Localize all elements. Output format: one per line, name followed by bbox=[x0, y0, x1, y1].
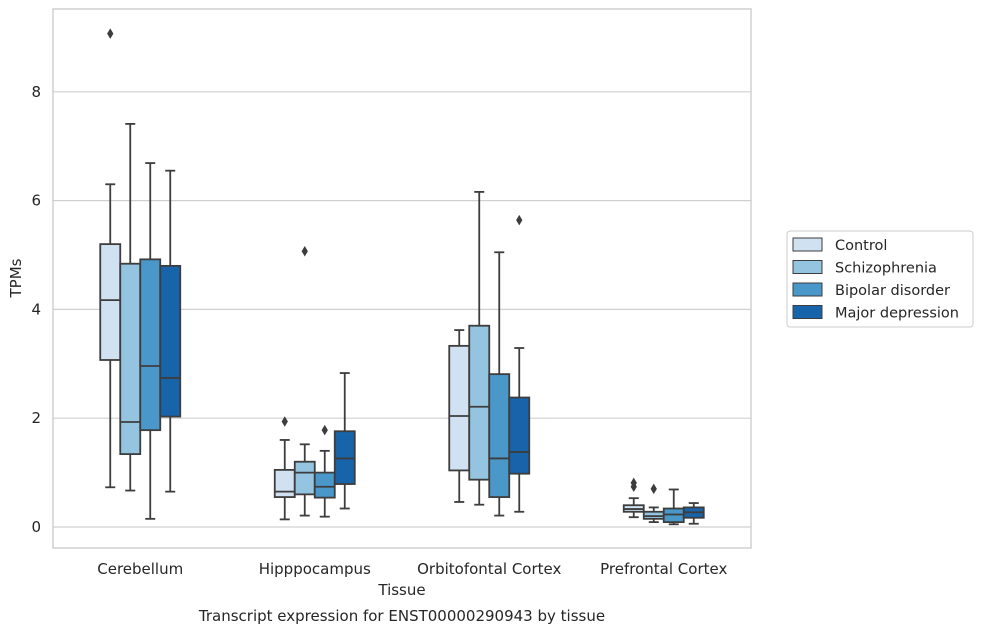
legend-swatch bbox=[792, 305, 823, 319]
box bbox=[159, 264, 182, 418]
x-tick-label: Hipppocampus bbox=[259, 560, 371, 578]
legend-swatch bbox=[792, 260, 823, 274]
y-tick-label: 4 bbox=[31, 300, 41, 318]
series-schizophrenia bbox=[119, 122, 665, 524]
legend-items: Control Schizophrenia Bipolar disorder Majo… bbox=[792, 237, 959, 322]
plot-frame bbox=[52, 8, 752, 549]
chart-caption: Transcript expression for ENST0000029094… bbox=[198, 607, 605, 625]
box bbox=[119, 262, 142, 456]
series-bipolar-disorder bbox=[139, 162, 685, 526]
x-tick-labels: Cerebellum Hipppocampus Orbitofontal Corte… bbox=[97, 560, 727, 578]
box bbox=[508, 396, 531, 475]
outlier-point bbox=[650, 483, 657, 495]
series-major-depression bbox=[159, 169, 705, 525]
legend-swatch bbox=[792, 282, 823, 297]
outlier-point bbox=[516, 214, 523, 226]
legend-frame bbox=[786, 230, 974, 328]
outlier-point bbox=[301, 245, 308, 257]
legend-label: Major depression bbox=[835, 306, 959, 322]
legend-label: Control bbox=[835, 238, 887, 254]
box bbox=[313, 471, 336, 499]
box bbox=[488, 373, 511, 498]
outlier-point bbox=[281, 416, 288, 427]
y-tick-label: 8 bbox=[31, 83, 41, 101]
box bbox=[139, 258, 162, 432]
legend-label: Bipolar disorder bbox=[835, 283, 950, 299]
legend-swatch bbox=[792, 237, 823, 252]
y-tick-label: 6 bbox=[31, 192, 41, 210]
legend-label: Schizophrenia bbox=[835, 261, 937, 277]
y-axis-label: TPMs bbox=[7, 258, 25, 298]
outlier-point bbox=[321, 424, 328, 436]
x-tick-label: Prefrontal Cortex bbox=[600, 560, 727, 578]
box bbox=[293, 460, 316, 496]
y-tick-labels: 0 2 4 6 8 bbox=[31, 83, 41, 536]
x-axis-label: Tissue bbox=[377, 581, 425, 599]
outlier-point bbox=[107, 28, 114, 39]
outlier-point bbox=[630, 477, 637, 489]
y-tick-label: 2 bbox=[31, 409, 41, 427]
box bbox=[468, 324, 491, 481]
x-tick-label: Orbitofontal Cortex bbox=[417, 560, 561, 578]
box bbox=[448, 344, 471, 472]
box bbox=[273, 468, 296, 498]
legend: Control Schizophrenia Bipolar disorder Majo… bbox=[786, 230, 974, 328]
box-groups bbox=[99, 28, 705, 526]
series-control bbox=[99, 28, 645, 521]
y-tick-label: 0 bbox=[31, 518, 41, 536]
x-tick-label: Cerebellum bbox=[97, 560, 183, 578]
box bbox=[99, 243, 122, 361]
